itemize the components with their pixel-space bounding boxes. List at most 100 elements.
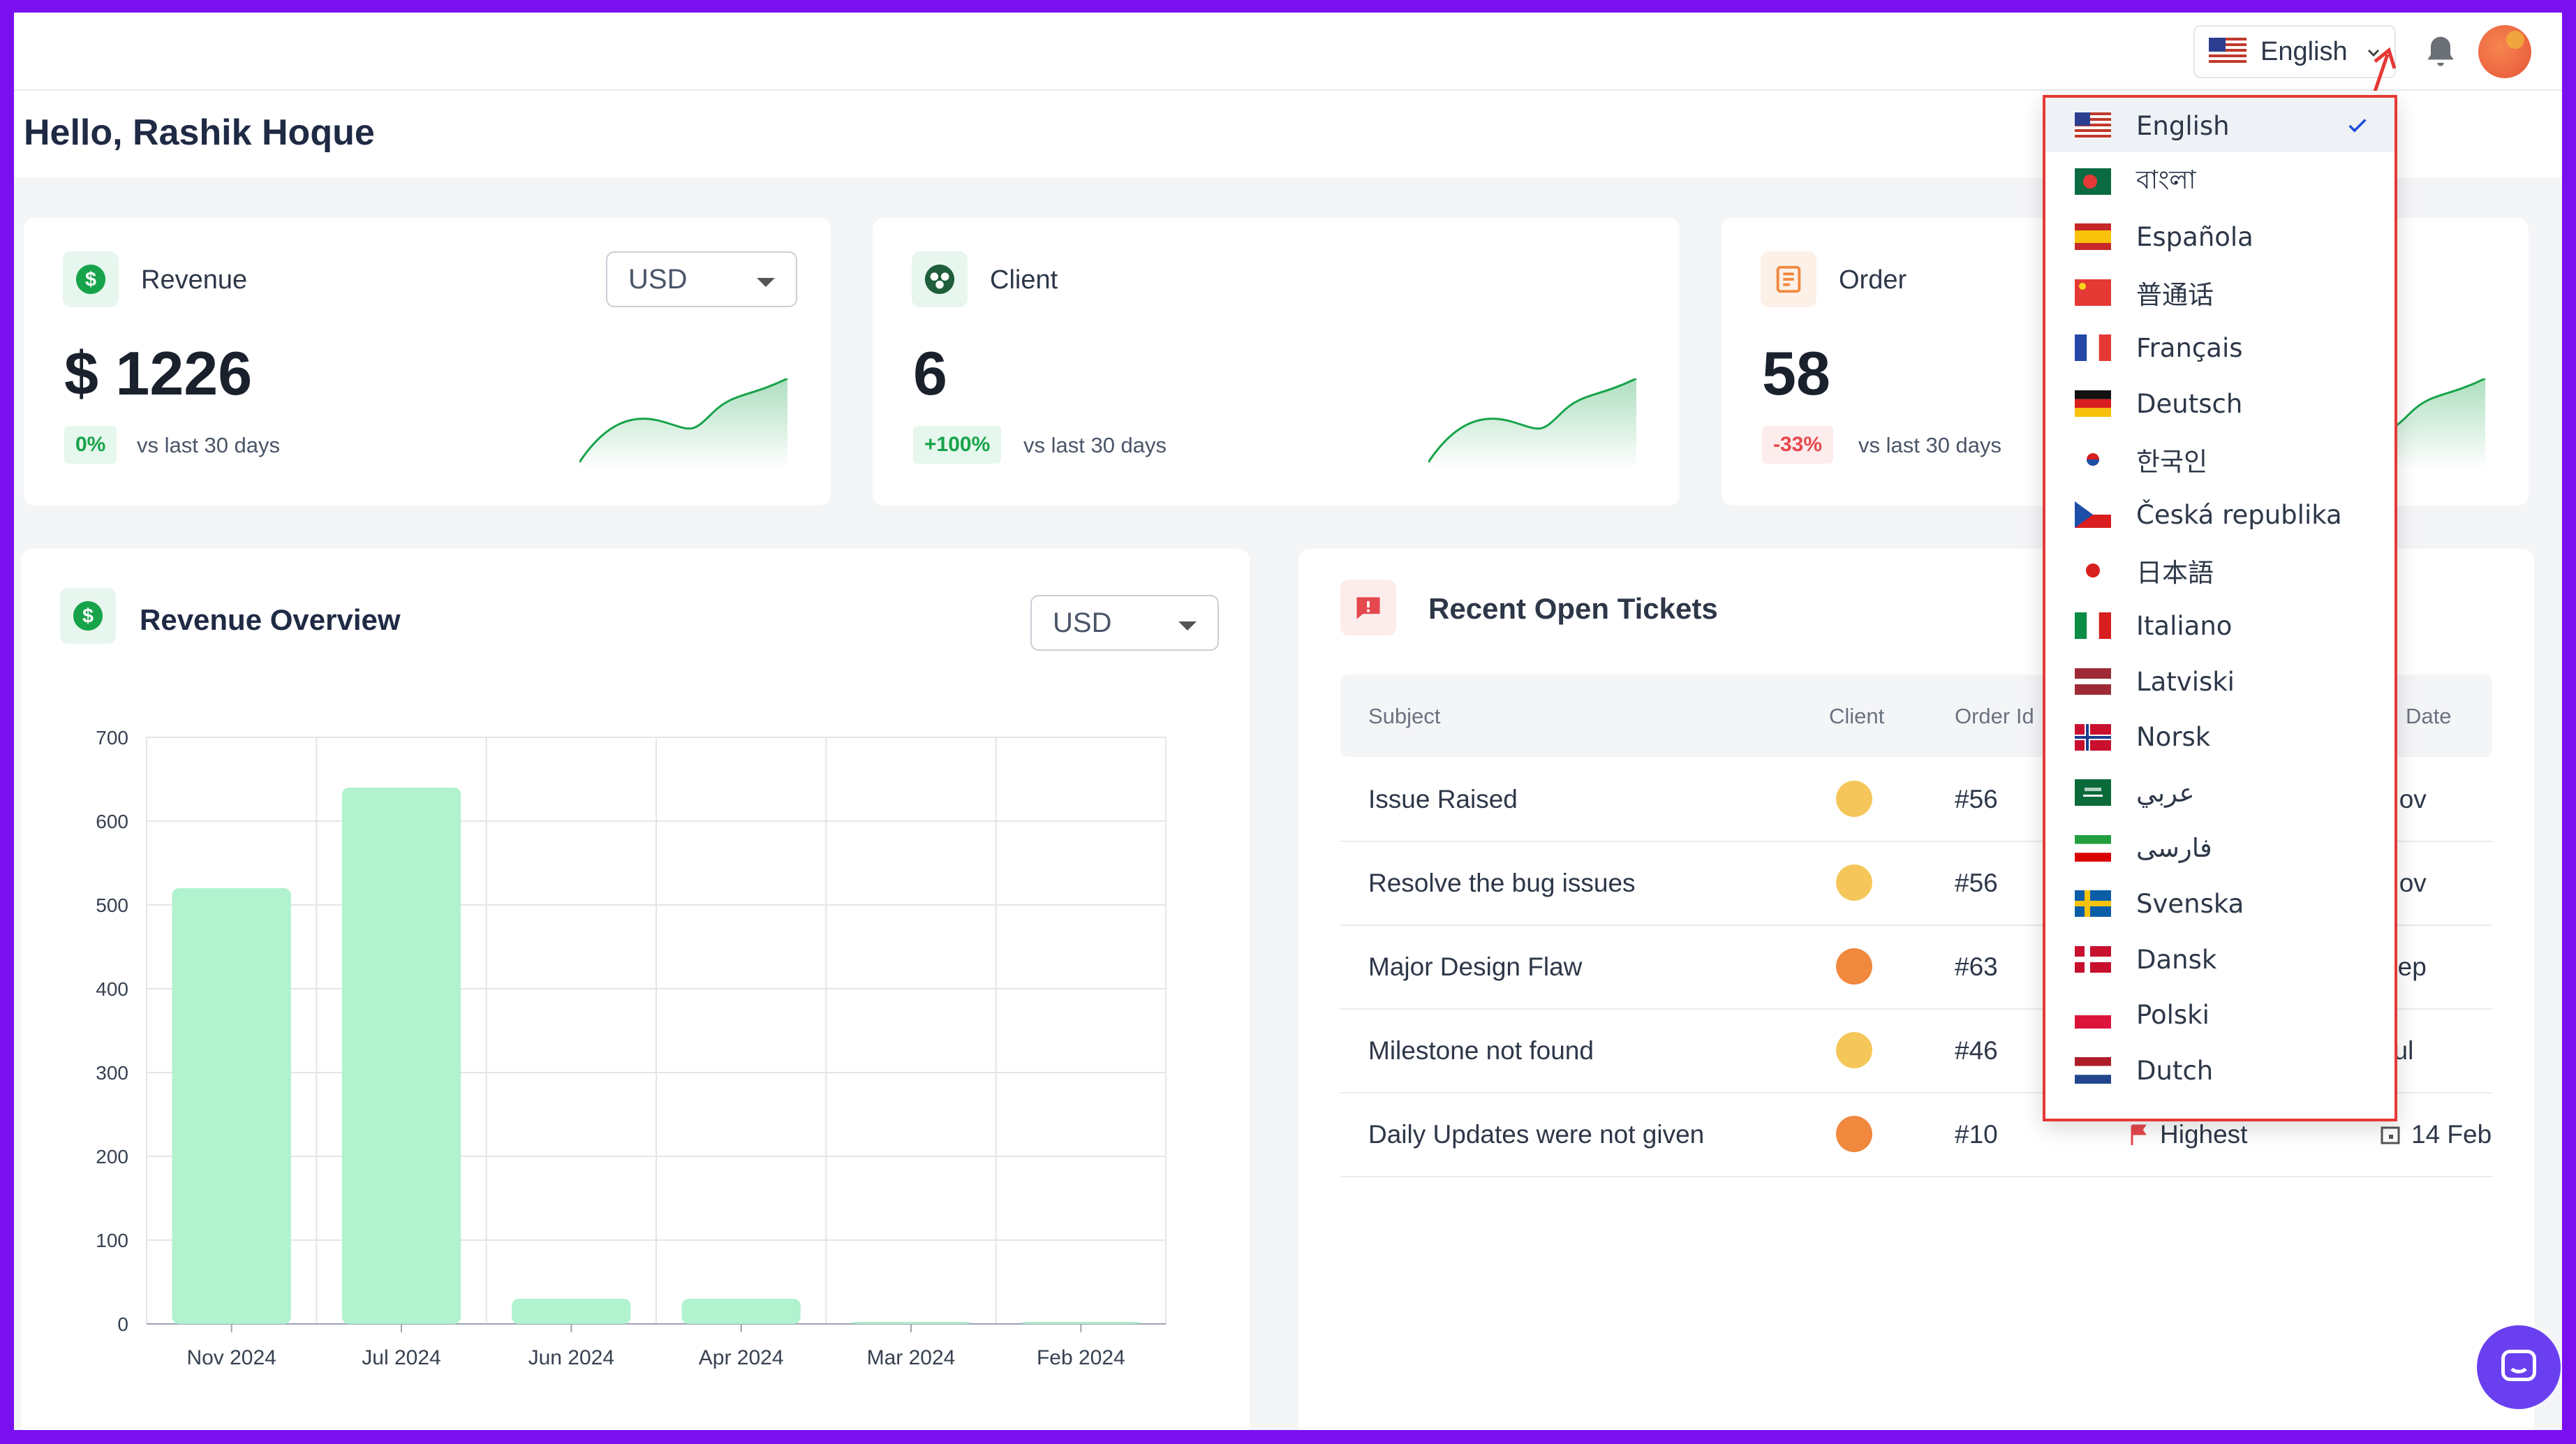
ticket-subject[interactable]: Milestone not found <box>1368 1036 1594 1065</box>
language-option[interactable]: Česká republika <box>2045 488 2394 541</box>
x-tick-label: Jul 2024 <box>362 1346 441 1369</box>
language-option[interactable]: Latviski <box>2045 655 2394 708</box>
bd-flag-icon <box>2075 168 2111 195</box>
language-option-label: 普通话 <box>2136 279 2214 310</box>
table-row[interactable]: Issue Raised #56 Nov <box>1340 758 2492 842</box>
language-option[interactable]: Deutsch <box>2045 377 2394 430</box>
ticket-date: 14 Feb <box>2381 1120 2492 1149</box>
y-tick-label: 500 <box>96 894 128 916</box>
language-option[interactable]: فارسی <box>2045 822 2394 875</box>
language-option-label: Deutsch <box>2136 388 2243 419</box>
x-tick-label: Jun 2024 <box>528 1346 614 1369</box>
language-option-label: Svenska <box>2136 888 2244 919</box>
dollar-icon: $ <box>63 251 119 307</box>
bar[interactable] <box>341 788 461 1324</box>
caret-down-icon <box>757 278 775 287</box>
language-option-label: Polski <box>2136 1000 2209 1031</box>
chat-launcher-button[interactable] <box>2477 1325 2561 1409</box>
x-tick-label: Mar 2024 <box>867 1346 956 1369</box>
language-option-label: 日本語 <box>2136 557 2214 588</box>
clients-icon <box>912 251 968 307</box>
ticket-alert-icon <box>1340 580 1396 635</box>
x-tick-label: Apr 2024 <box>699 1346 784 1369</box>
bar[interactable] <box>1021 1322 1141 1324</box>
language-option[interactable]: বাংলা <box>2045 155 2394 208</box>
y-tick-label: 400 <box>96 978 128 1000</box>
bar[interactable] <box>172 888 291 1324</box>
language-option-label: Dutch <box>2136 1055 2214 1086</box>
revenue-currency-select[interactable]: USD <box>606 251 797 307</box>
app-frame: English Hello, Rashik Hoque $ Revenue US… <box>14 13 2562 1430</box>
ticket-order-id: #56 <box>1955 869 1998 897</box>
table-row[interactable]: Milestone not found#46Jul <box>1340 1010 2492 1093</box>
language-option[interactable]: 日本語 <box>2045 544 2394 597</box>
table-row[interactable]: Resolve the bug issues #56 Nov <box>1340 842 2492 926</box>
it-flag-icon <box>2075 612 2111 640</box>
order-comparison: vs last 30 days <box>1858 433 2002 457</box>
col-client: Client <box>1829 704 1885 728</box>
language-option[interactable]: Polski <box>2045 989 2394 1042</box>
language-option[interactable]: Dansk <box>2045 933 2394 986</box>
language-option-label: English <box>2136 110 2230 141</box>
language-option-label: Española <box>2136 221 2253 252</box>
language-selector[interactable]: English <box>2193 25 2396 78</box>
ticket-priority: Highest <box>2129 1120 2247 1149</box>
svg-text:$: $ <box>82 605 94 628</box>
user-avatar[interactable] <box>2478 25 2531 78</box>
currency-value: USD <box>1053 607 1112 638</box>
overview-currency-select[interactable]: USD <box>1030 595 1219 651</box>
y-tick-label: 700 <box>96 727 128 749</box>
revenue-comparison: vs last 30 days <box>137 433 281 457</box>
language-option[interactable]: Italiano <box>2045 599 2394 652</box>
dollar-icon: $ <box>60 588 116 644</box>
table-row[interactable]: Major Design Flaw #63 Sep <box>1340 926 2492 1010</box>
language-option[interactable]: English <box>2045 99 2394 152</box>
language-option[interactable]: 普通话 <box>2045 266 2394 319</box>
order-change-badge: -33% <box>1762 426 1834 464</box>
language-option[interactable]: 한국인 <box>2045 433 2394 486</box>
table-row[interactable]: Daily Updates were not given #10 Highest 14… <box>1340 1093 2492 1177</box>
revenue-card-title: Revenue <box>141 265 248 295</box>
jp-flag-icon <box>2075 557 2111 584</box>
language-option-label: Dansk <box>2136 944 2217 975</box>
y-tick-label: 0 <box>117 1313 128 1335</box>
language-option[interactable]: Norsk <box>2045 711 2394 764</box>
col-subject: Subject <box>1368 704 1441 728</box>
language-option[interactable]: عربي <box>2045 766 2394 819</box>
nl-flag-icon <box>2075 1057 2111 1084</box>
bell-icon[interactable] <box>2421 34 2460 73</box>
ticket-subject[interactable]: Daily Updates were not given <box>1368 1120 1705 1149</box>
client-avatar <box>1836 1116 1872 1152</box>
ticket-subject[interactable]: Issue Raised <box>1368 785 1518 813</box>
chat-icon <box>2501 1350 2536 1381</box>
language-option-label: عربي <box>2136 777 2195 808</box>
ticket-order-id: #10 <box>1955 1120 1998 1149</box>
language-option[interactable]: Svenska <box>2045 877 2394 930</box>
client-sparkline <box>1428 378 1637 469</box>
client-card-title: Client <box>990 265 1058 295</box>
order-value: 58 <box>1762 339 1830 408</box>
client-comparison: vs last 30 days <box>1023 433 1167 457</box>
language-option-label: Français <box>2136 332 2243 363</box>
greeting-title: Hello, Rashik Hoque <box>24 112 375 153</box>
se-flag-icon <box>2075 890 2111 918</box>
revenue-overview-card: $ Revenue Overview USD 700 600 500 400 300 20… <box>21 549 1250 1430</box>
client-card: Client 6 +100% vs last 30 days <box>873 218 1680 506</box>
bar[interactable] <box>681 1299 801 1324</box>
cz-flag-icon <box>2075 501 2111 529</box>
dk-flag-icon <box>2075 946 2111 973</box>
recent-tickets-title: Recent Open Tickets <box>1428 592 1718 625</box>
language-option[interactable]: Dutch <box>2045 1044 2394 1097</box>
y-tick-label: 200 <box>96 1146 128 1167</box>
sa-flag-icon <box>2075 779 2111 806</box>
language-option[interactable]: Français <box>2045 321 2394 374</box>
ticket-subject[interactable]: Major Design Flaw <box>1368 952 1583 981</box>
bar[interactable] <box>512 1299 631 1324</box>
revenue-value: $ 1226 <box>64 339 253 408</box>
language-option[interactable]: Española <box>2045 210 2394 263</box>
x-tick-label: Feb 2024 <box>1037 1346 1125 1369</box>
kr-flag-icon <box>2075 445 2111 473</box>
ticket-subject[interactable]: Resolve the bug issues <box>1368 869 1636 897</box>
bar[interactable] <box>851 1322 971 1324</box>
chevron-down-icon <box>2367 49 2380 57</box>
